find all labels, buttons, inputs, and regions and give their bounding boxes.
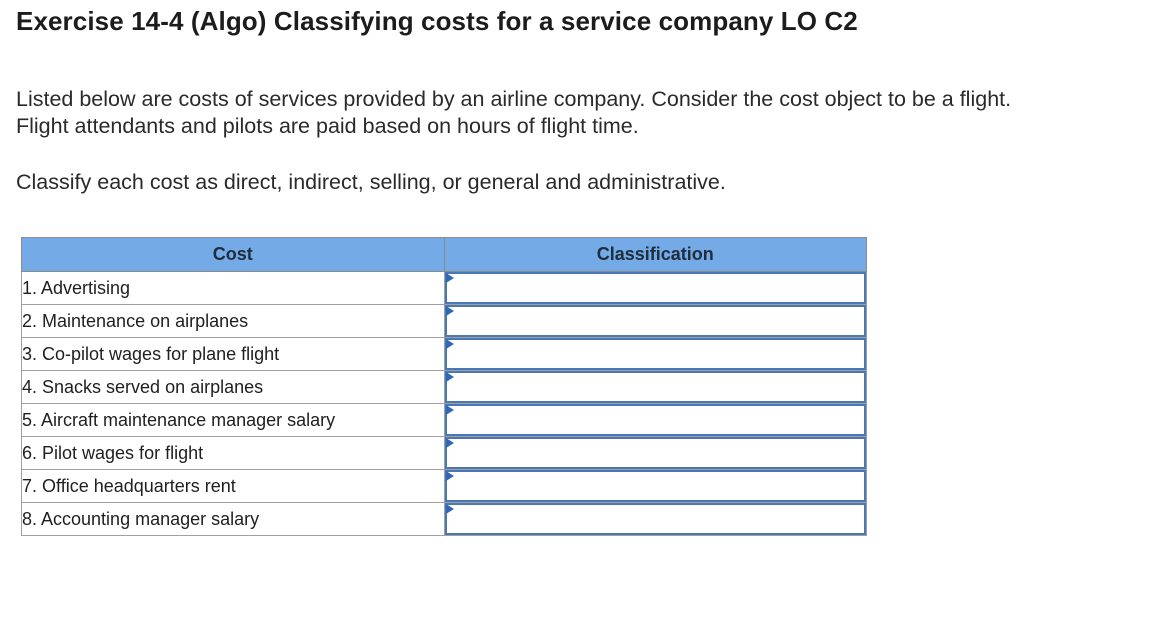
- table-row: 2. Maintenance on airplanes: [21, 304, 867, 338]
- classification-table: Cost Classification 1. Advertising 2. Ma…: [21, 237, 867, 536]
- cost-cell: 4. Snacks served on airplanes: [21, 370, 445, 404]
- instructions: Listed below are costs of services provi…: [16, 86, 1011, 140]
- cost-cell: 6. Pilot wages for flight: [21, 436, 445, 470]
- classification-cell: [443, 337, 867, 371]
- dropdown-indicator-icon: [445, 372, 454, 382]
- dropdown-indicator-icon: [445, 438, 454, 448]
- table-header-row: Cost Classification: [21, 237, 867, 272]
- cost-cell: 3. Co-pilot wages for plane flight: [21, 337, 445, 371]
- table-row: 5. Aircraft maintenance manager salary: [21, 403, 867, 437]
- table-row: 7. Office headquarters rent: [21, 469, 867, 503]
- classification-cell: [443, 304, 867, 338]
- classification-dropdown[interactable]: [444, 470, 866, 502]
- cost-cell: 8. Accounting manager salary: [21, 502, 445, 536]
- table-row: 8. Accounting manager salary: [21, 502, 867, 536]
- classification-dropdown[interactable]: [444, 404, 866, 436]
- dropdown-indicator-icon: [445, 471, 454, 481]
- classification-dropdown[interactable]: [444, 503, 866, 535]
- classification-dropdown[interactable]: [444, 338, 866, 370]
- table-row: 1. Advertising: [21, 271, 867, 305]
- table-row: 4. Snacks served on airplanes: [21, 370, 867, 404]
- table-row: 3. Co-pilot wages for plane flight: [21, 337, 867, 371]
- cost-cell: 7. Office headquarters rent: [21, 469, 445, 503]
- classification-column-header: Classification: [443, 237, 867, 272]
- cost-cell: 1. Advertising: [21, 271, 445, 305]
- classification-dropdown[interactable]: [444, 371, 866, 403]
- table-row: 6. Pilot wages for flight: [21, 436, 867, 470]
- exercise-title: Exercise 14-4 (Algo) Classifying costs f…: [16, 6, 858, 36]
- dropdown-indicator-icon: [445, 405, 454, 415]
- classification-dropdown[interactable]: [444, 272, 866, 304]
- classification-dropdown[interactable]: [444, 437, 866, 469]
- task-instruction: Classify each cost as direct, indirect, …: [16, 170, 726, 194]
- classification-dropdown[interactable]: [444, 305, 866, 337]
- classification-cell: [443, 271, 867, 305]
- cost-cell: 2. Maintenance on airplanes: [21, 304, 445, 338]
- dropdown-indicator-icon: [445, 339, 454, 349]
- instructions-line-1: Listed below are costs of services provi…: [16, 87, 1012, 111]
- classification-cell: [443, 403, 867, 437]
- classification-cell: [443, 436, 867, 470]
- classification-cell: [443, 370, 867, 404]
- classification-cell: [443, 469, 867, 503]
- instructions-line-2: Flight attendants and pilots are paid ba…: [16, 114, 639, 138]
- dropdown-indicator-icon: [445, 504, 454, 514]
- dropdown-indicator-icon: [445, 273, 454, 283]
- cost-column-header: Cost: [21, 237, 445, 272]
- classification-cell: [443, 502, 867, 536]
- dropdown-indicator-icon: [445, 306, 454, 316]
- cost-cell: 5. Aircraft maintenance manager salary: [21, 403, 445, 437]
